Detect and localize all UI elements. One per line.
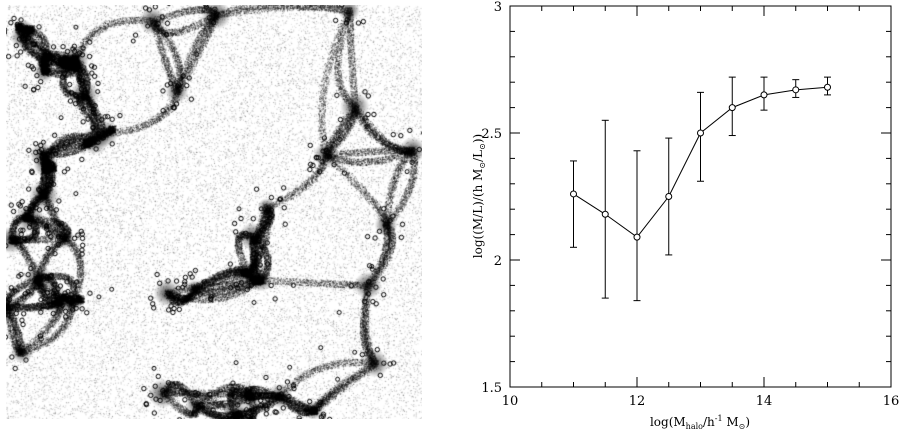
y-tick-label: 2.5 [481,127,502,142]
mass-to-light-chart: 10 12 14 161.522.53 log(Mhalo/h-1 M⊙) log((… [471,0,899,430]
data-point [601,210,609,218]
xlabel-suffix: ) [745,415,750,429]
xlabel-middle: /h [703,415,715,429]
y-axis-title: log((M/L)/(h M⊙/L⊙)) [471,134,487,258]
x-tick-label: 16 [883,394,900,409]
xlabel-superscript: -1 [715,414,723,423]
x-axis-title: log(Mhalo/h-1 M⊙) [650,414,750,430]
y-tick-label: 1.5 [481,381,502,396]
ylabel-prefix: log((M/L)/(h M [471,169,485,259]
data-point [792,86,800,94]
data-point [570,190,577,198]
tick-labels: 10 12 14 16 1.5 2 2.5 3 [481,0,899,409]
xlabel-middle2: M [723,415,739,429]
ylabel-suffix: )) [471,134,485,143]
error-bars [570,76,831,302]
ylabel-middle: /L [471,150,485,162]
data-point [760,91,768,99]
x-tick-label: 10 [502,394,519,409]
data-point [824,83,831,91]
x-tick-label: 14 [756,394,773,409]
xlabel-prefix: log(M [650,415,686,429]
data-point [633,233,641,241]
cosmic-web-density-map [6,5,422,419]
y-tick-label: 2 [494,254,502,269]
ylabel-subscript2: ⊙ [478,143,487,150]
plot-frame [509,5,892,388]
x-tick-label: 12 [629,394,646,409]
data-point [728,104,736,112]
data-markers [570,83,831,241]
xlabel-subscript2: ⊙ [739,422,746,430]
ylabel-subscript: ⊙ [478,162,487,169]
data-point [697,129,704,137]
y-tick-label: 3 [494,0,502,15]
data-point [665,193,673,200]
axis-ticks [509,5,892,388]
xlabel-subscript: halo [686,422,703,430]
